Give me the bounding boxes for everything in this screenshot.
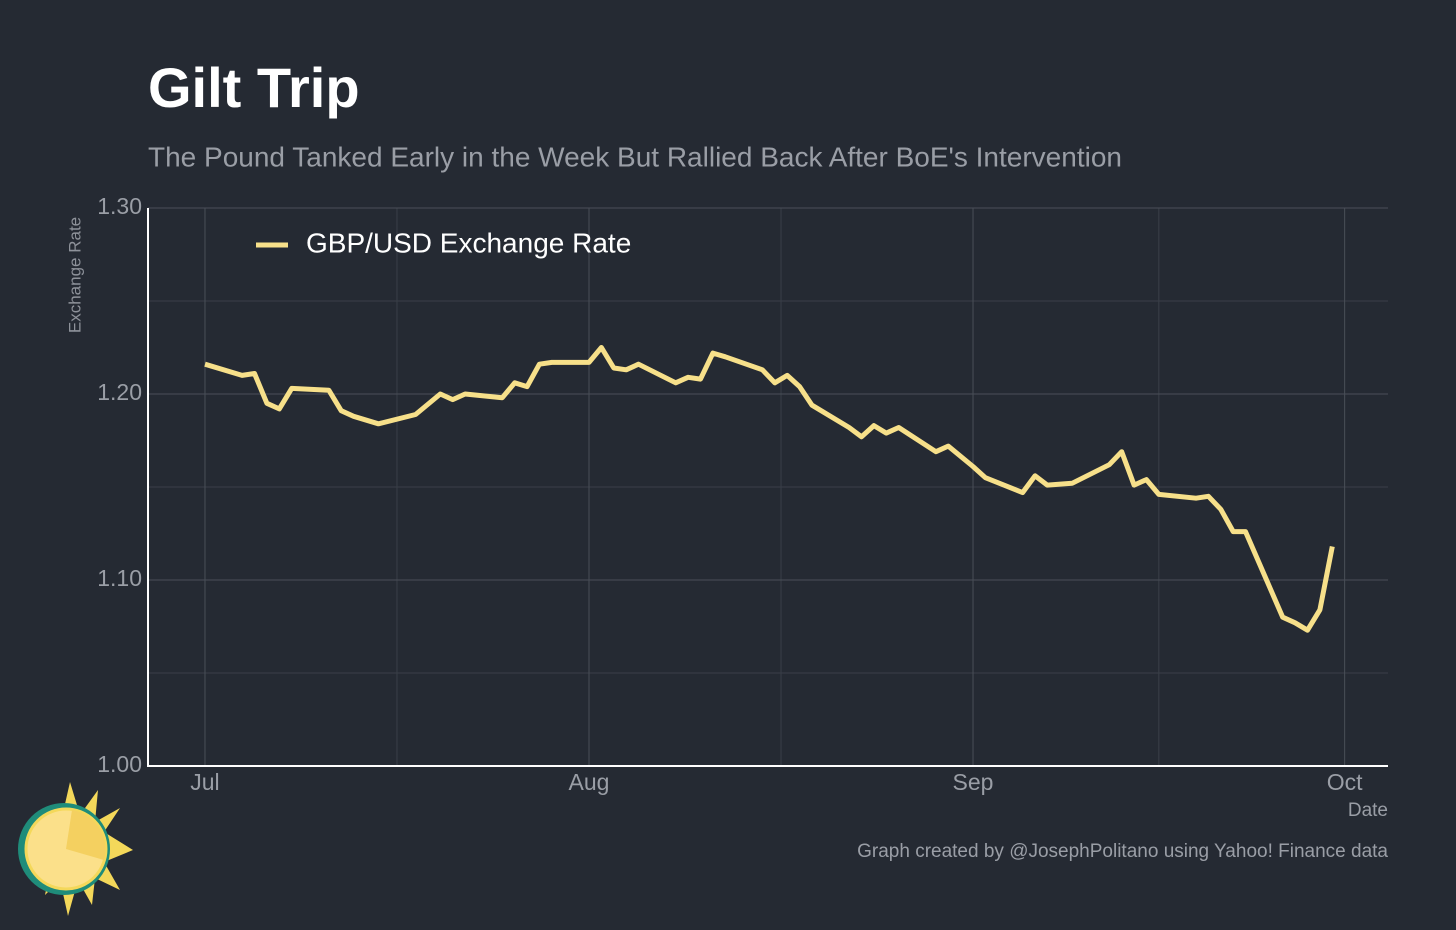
- x-tick-label: Sep: [953, 769, 994, 795]
- caption: Graph created by @JosephPolitano using Y…: [857, 841, 1388, 862]
- y-tick-label: 1.30: [97, 193, 142, 219]
- x-tick-label: Jul: [190, 769, 219, 795]
- y-tick-label: 1.10: [97, 565, 142, 591]
- chart-title: Gilt Trip: [148, 56, 360, 119]
- chart-subtitle: The Pound Tanked Early in the Week But R…: [148, 141, 1122, 172]
- legend-label: GBP/USD Exchange Rate: [306, 227, 631, 258]
- line-series: [204, 345, 1335, 633]
- y-tick-label: 1.20: [97, 379, 142, 405]
- sun-slice: [66, 810, 106, 860]
- x-axis-label: Date: [1348, 800, 1388, 821]
- logo: [18, 782, 133, 916]
- x-tick-label: Oct: [1327, 769, 1363, 795]
- x-tick-label: Aug: [569, 769, 610, 795]
- y-tick-label: 1.00: [97, 751, 142, 777]
- y-axis-label: Exchange Rate: [65, 217, 84, 333]
